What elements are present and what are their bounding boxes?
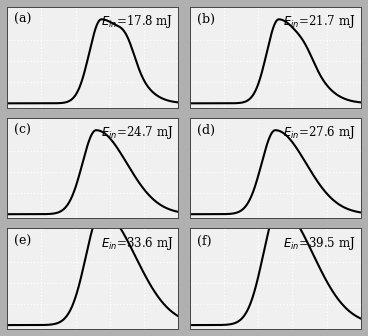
Text: $E_{in}$=24.7 mJ: $E_{in}$=24.7 mJ [100, 124, 173, 141]
Text: $E_{in}$=21.7 mJ: $E_{in}$=21.7 mJ [283, 13, 355, 30]
Text: (b): (b) [197, 13, 215, 26]
Text: $E_{in}$=33.6 mJ: $E_{in}$=33.6 mJ [100, 235, 173, 252]
Text: $E_{in}$=27.6 mJ: $E_{in}$=27.6 mJ [283, 124, 355, 141]
Text: (c): (c) [14, 124, 31, 137]
Text: (d): (d) [197, 124, 215, 137]
Text: (a): (a) [14, 13, 32, 26]
Text: $E_{in}$=39.5 mJ: $E_{in}$=39.5 mJ [283, 235, 355, 252]
Text: (f): (f) [197, 235, 211, 248]
Text: (e): (e) [14, 235, 31, 248]
Text: $E_{in}$=17.8 mJ: $E_{in}$=17.8 mJ [101, 13, 173, 30]
